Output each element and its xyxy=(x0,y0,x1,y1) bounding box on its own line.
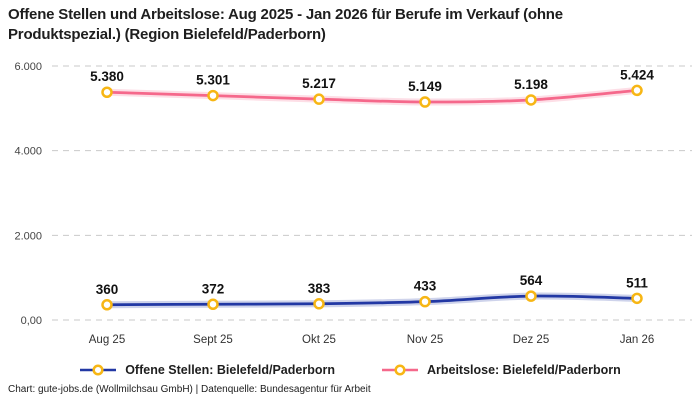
chart-title-line2: Produktspezial.) (Region Bielefeld/Pader… xyxy=(8,25,326,43)
data-point-marker[interactable] xyxy=(419,295,431,308)
legend-point-icon xyxy=(394,364,406,376)
data-point-label: 5.301 xyxy=(196,73,230,88)
data-point-label: 5.198 xyxy=(514,77,548,92)
data-point-label: 433 xyxy=(414,279,437,294)
y-tick-label: 2.000 xyxy=(14,230,42,242)
data-point-marker[interactable] xyxy=(525,290,537,302)
x-tick-label: Okt 25 xyxy=(302,334,336,346)
x-tick-label: Aug 25 xyxy=(89,334,125,346)
legend-marker-offene-stellen xyxy=(80,364,117,376)
legend-marker-arbeitslose xyxy=(381,364,418,376)
data-point-label: 511 xyxy=(626,275,648,290)
legend-item-offene-stellen[interactable]: Offene Stellen: Bielefeld/Paderborn xyxy=(79,363,335,377)
data-point-label: 5.380 xyxy=(90,69,124,84)
data-point-label: 5.217 xyxy=(302,76,336,91)
legend-item-arbeitslose[interactable]: Arbeitslose: Bielefeld/Paderborn xyxy=(381,363,621,377)
y-tick-label: 6.000 xyxy=(14,61,42,73)
data-point-label: 5.149 xyxy=(408,79,442,94)
data-point-marker[interactable] xyxy=(631,84,643,97)
data-point-marker[interactable] xyxy=(419,96,431,108)
data-point-marker[interactable] xyxy=(101,86,113,98)
x-tick-label: Sept 25 xyxy=(193,334,233,346)
x-tick-label: Dez 25 xyxy=(513,334,549,346)
data-point-marker[interactable] xyxy=(207,298,219,311)
data-point-marker[interactable] xyxy=(313,93,325,105)
data-point-label: 360 xyxy=(96,282,119,297)
data-point-marker[interactable] xyxy=(631,292,643,305)
data-point-label: 564 xyxy=(520,273,543,288)
y-tick-label: 0,00 xyxy=(21,315,42,327)
y-tick-label: 4.000 xyxy=(14,146,42,158)
data-point-label: 5.424 xyxy=(620,67,654,82)
data-point-marker[interactable] xyxy=(101,299,113,311)
data-point-label: 383 xyxy=(308,281,331,296)
data-point-marker[interactable] xyxy=(207,89,219,102)
chart-legend: Offene Stellen: Bielefeld/Paderborn Arbe… xyxy=(0,360,700,380)
chart-footer: Chart: gute-jobs.de (Wollmilchsau GmbH) … xyxy=(8,384,371,395)
chart-title-line1: Offene Stellen und Arbeitslose: Aug 2025… xyxy=(8,6,563,23)
series-line xyxy=(105,89,639,104)
legend-point-icon xyxy=(92,364,104,376)
data-point-marker[interactable] xyxy=(313,298,325,310)
series-line xyxy=(105,294,639,307)
legend-label-arbeitslose: Arbeitslose: Bielefeld/Paderborn xyxy=(426,363,621,377)
data-point-label: 372 xyxy=(202,281,225,296)
legend-label-offene-stellen: Offene Stellen: Bielefeld/Paderborn xyxy=(125,363,335,377)
x-tick-label: Jan 26 xyxy=(620,334,655,346)
x-tick-label: Nov 25 xyxy=(407,334,443,346)
data-point-marker[interactable] xyxy=(525,94,537,106)
chart-title: Offene Stellen und Arbeitslose: Aug 2025… xyxy=(8,5,696,44)
